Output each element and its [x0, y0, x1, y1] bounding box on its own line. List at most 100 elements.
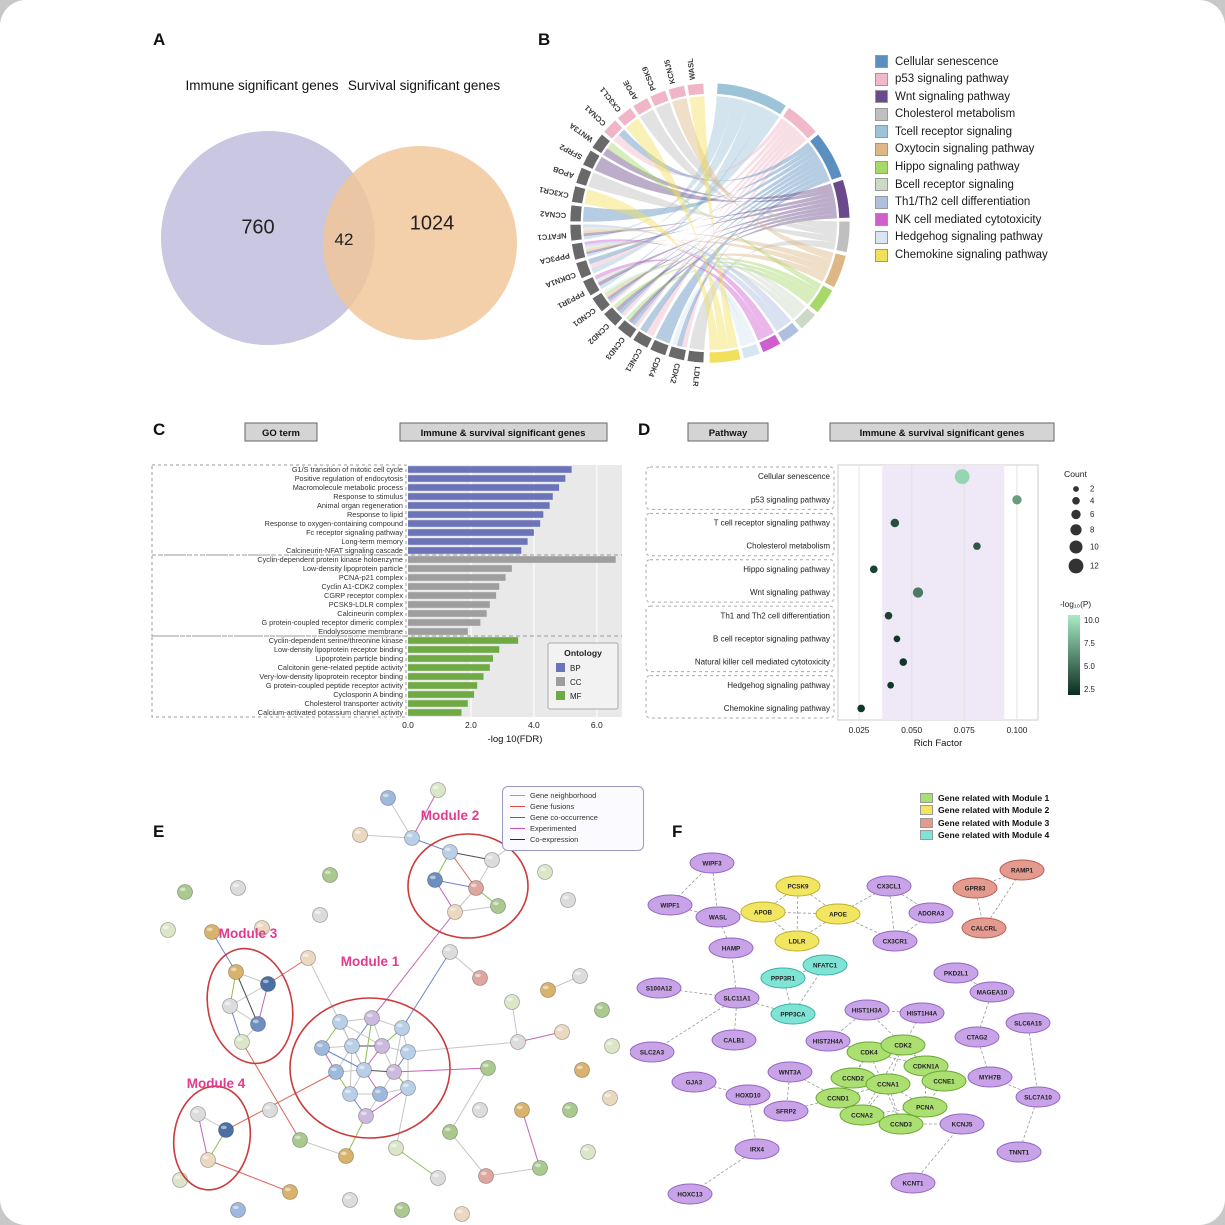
node	[250, 1016, 266, 1032]
svg-text:10: 10	[1090, 543, 1099, 552]
edge	[517, 1031, 563, 1043]
edge	[225, 1071, 337, 1131]
node	[218, 1122, 234, 1138]
svg-text:Th1 and Th2 cell differentiati: Th1 and Th2 cell differentiation	[720, 611, 830, 620]
node	[442, 1124, 458, 1140]
pathway-dot-plot: Pathway Immune & survival significant gen…	[645, 422, 1100, 749]
module-legend-item: Gene related with Module 4	[920, 830, 1050, 841]
svg-text:BP: BP	[570, 664, 581, 673]
gene-label: PPP3R1	[771, 975, 796, 982]
gene-node	[689, 852, 735, 874]
legend-color-swatch	[875, 72, 888, 86]
svg-text:7.5: 7.5	[1084, 639, 1096, 648]
node	[204, 924, 220, 940]
legend-color-swatch	[875, 160, 888, 174]
legend-label: Gene fusions	[530, 802, 575, 811]
node	[292, 1132, 308, 1148]
gene-label: SLC2A3	[640, 1049, 665, 1056]
svg-text:Endolysosome membrane: Endolysosome membrane	[318, 627, 403, 636]
pathway-legend-item: Oxytocin signaling pathway	[875, 142, 1220, 156]
svg-text:Cholesterol transporter activi: Cholesterol transporter activity	[304, 699, 403, 708]
gene-node	[695, 906, 741, 928]
edge	[359, 834, 413, 839]
color-gradient	[1068, 615, 1080, 695]
gene-label: CX3CL1	[877, 883, 902, 890]
bar	[408, 583, 500, 590]
edge-color-swatch	[510, 806, 525, 807]
gene-node	[774, 930, 820, 952]
dot	[973, 542, 981, 550]
label-group-box	[645, 512, 835, 557]
bar	[408, 673, 484, 680]
svg-text:Cholesterol metabolism: Cholesterol metabolism	[746, 542, 830, 551]
svg-text:8: 8	[1090, 525, 1094, 534]
label-group-box	[645, 605, 835, 673]
pathway-legend-item: Th1/Th2 cell differentiation	[875, 195, 1220, 209]
bar	[408, 628, 468, 635]
node	[447, 904, 463, 920]
node	[427, 872, 443, 888]
node	[430, 782, 446, 798]
gene-node	[961, 917, 1007, 939]
gene-node	[815, 1087, 861, 1109]
edge	[651, 997, 738, 1053]
svg-text:2.0: 2.0	[465, 720, 477, 730]
gene-label: SLC6A15	[1014, 1020, 1042, 1027]
svg-text:Immune & survival significant: Immune & survival significant genes	[860, 428, 1025, 439]
dot	[884, 611, 893, 620]
node	[380, 790, 396, 806]
node	[572, 968, 588, 984]
gene-label: CCNA1	[877, 1081, 899, 1088]
node	[230, 1202, 246, 1218]
pathway-legend-item: Hippo signaling pathway	[875, 160, 1220, 174]
pathway-legend-item: Bcell receptor signaling	[875, 178, 1220, 192]
edge	[371, 911, 456, 1019]
svg-text:PPP3R1: PPP3R1	[556, 289, 587, 311]
edge	[393, 1067, 489, 1073]
svg-text:WASL: WASL	[686, 57, 697, 80]
edge-color-swatch	[510, 817, 525, 818]
legend-label: Gene related with Module 4	[938, 830, 1050, 841]
legend-color-swatch	[875, 125, 888, 139]
svg-text:0.050: 0.050	[901, 725, 922, 735]
node	[430, 1170, 446, 1186]
node	[532, 1160, 548, 1176]
svg-text:Macromolecule metabolic proces: Macromolecule metabolic process	[293, 483, 404, 492]
edge	[197, 1113, 209, 1161]
svg-text:Cyclin-dependent protein kinas: Cyclin-dependent protein kinase holoenzy…	[257, 555, 403, 564]
bar	[408, 565, 512, 572]
gene-node	[802, 954, 848, 976]
gene-node	[866, 875, 912, 897]
gene-node	[671, 1071, 717, 1093]
svg-text:Positive regulation of endocyt: Positive regulation of endocytosis	[295, 474, 404, 483]
svg-text:Cyclosporin A binding: Cyclosporin A binding	[333, 690, 403, 699]
gene-node	[880, 1034, 926, 1056]
node	[222, 998, 238, 1014]
gene-label: PPP3CA	[780, 1011, 806, 1018]
svg-text:CX3CR1: CX3CR1	[538, 185, 570, 200]
edge	[449, 1067, 489, 1133]
gene-label: APOB	[754, 909, 773, 916]
gene-label: WIPF1	[660, 902, 680, 909]
node	[328, 1064, 344, 1080]
legend-label: Cholesterol metabolism	[895, 108, 1016, 121]
gene-label: CCND3	[890, 1121, 912, 1128]
svg-text:CC: CC	[570, 678, 582, 687]
pathway-legend-item: NK cell mediated cytotoxicity	[875, 213, 1220, 227]
node	[400, 1044, 416, 1060]
bar	[408, 646, 500, 653]
venn-right-title: Survival significant genes	[347, 78, 501, 93]
node	[364, 1010, 380, 1026]
gene-label: HIST2H4A	[813, 1038, 844, 1045]
svg-text:Very-low-density lipoprotein r: Very-low-density lipoprotein receptor bi…	[259, 672, 403, 681]
edge	[989, 1076, 1039, 1098]
legend-label: Oxytocin signaling pathway	[895, 143, 1035, 156]
svg-text:APOE: APOE	[621, 79, 640, 102]
venn-count-survival: 1024	[409, 212, 455, 235]
gene-label: HOXC13	[677, 1191, 703, 1198]
node	[574, 1062, 590, 1078]
svg-text:Hippo signaling pathway: Hippo signaling pathway	[743, 565, 830, 574]
node	[478, 1168, 494, 1184]
gene-label: CALB1	[724, 1037, 745, 1044]
gene-node	[630, 1041, 675, 1063]
